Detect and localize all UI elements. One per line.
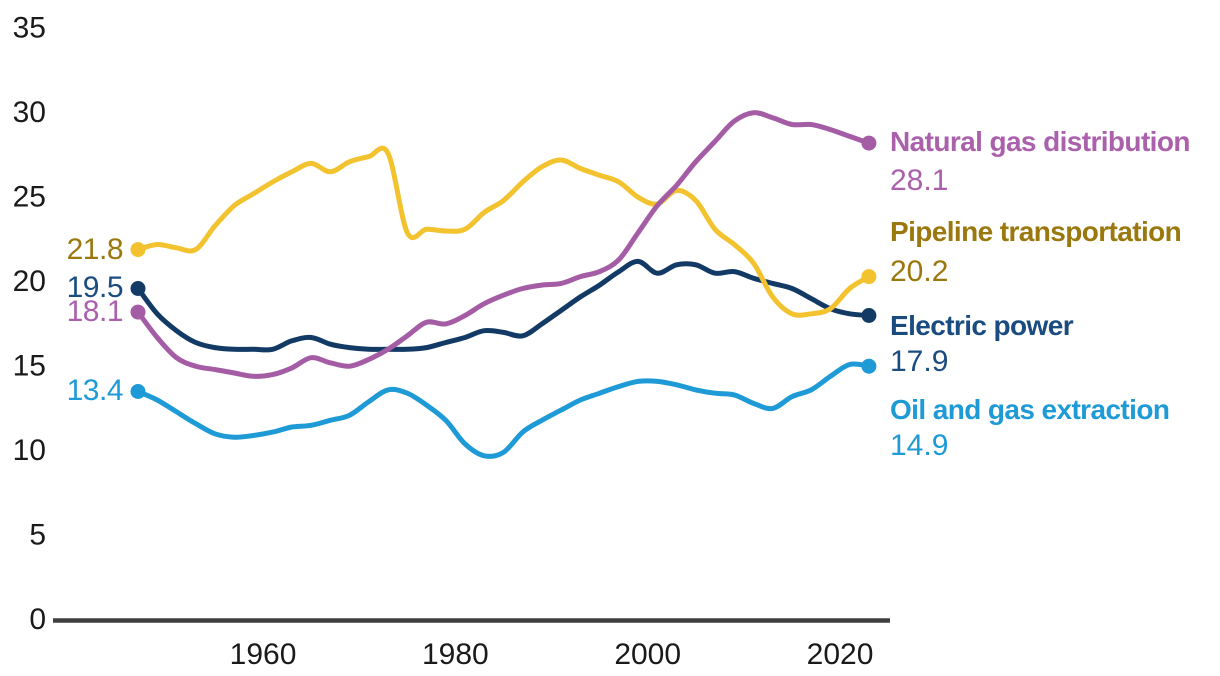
start-value-label-oil-and-gas-extraction: 13.4: [66, 374, 124, 407]
start-value-label-electric-power: 19.5: [66, 271, 124, 304]
series-start-dot-natural-gas-distribution: [130, 304, 146, 320]
x-axis-tick-label: 1960: [230, 638, 297, 671]
start-value-label-natural-gas-distribution: 18.1: [66, 295, 124, 328]
series-end-dot-natural-gas-distribution: [861, 135, 877, 151]
series-line-pipeline-transportation: [135, 145, 872, 318]
y-axis-tick-label: 30: [13, 96, 46, 129]
series-line-oil-and-gas-extraction: [135, 361, 872, 459]
series-line-electric-power: [135, 258, 872, 353]
x-axis-tick-label: 1980: [422, 638, 489, 671]
legend-natural-gas-distribution-value: 28.1: [890, 164, 949, 197]
start-value-label-pipeline-transportation: 21.8: [66, 233, 124, 266]
series-line-natural-gas-distribution: [135, 110, 872, 379]
y-axis-tick-label: 20: [13, 265, 46, 298]
legend-pipeline-transportation-value: 20.2: [890, 255, 949, 288]
y-axis-tick-label: 0: [29, 603, 46, 636]
series-end-dot-oil-and-gas-extraction: [861, 358, 877, 374]
series-end-dot-electric-power: [861, 308, 877, 323]
legend-pipeline-transportation-label: Pipeline transportation: [890, 216, 1182, 247]
series-start-dot-oil-and-gas-extraction: [130, 384, 146, 399]
legend-oil-and-gas-extraction-value: 14.9: [890, 429, 949, 462]
legend-electric-power-value: 17.9: [890, 345, 949, 378]
x-axis-tick-label: 2020: [807, 638, 874, 671]
y-axis-tick-label: 15: [13, 350, 46, 383]
legend-electric-power-label: Electric power: [890, 310, 1074, 341]
series-start-dot-pipeline-transportation: [130, 242, 146, 258]
series-start-dot-electric-power: [130, 281, 146, 296]
series-end-dot-pipeline-transportation: [861, 269, 877, 285]
legend-natural-gas-distribution-label: Natural gas distribution: [890, 126, 1190, 157]
x-axis-tick-label: 2000: [614, 638, 681, 671]
y-axis-tick-label: 25: [13, 181, 46, 214]
y-axis-tick-label: 35: [13, 12, 46, 45]
y-axis-tick-label: 10: [13, 434, 46, 467]
legend-oil-and-gas-extraction-label: Oil and gas extraction: [890, 394, 1170, 425]
y-axis-tick-label: 5: [29, 519, 46, 552]
